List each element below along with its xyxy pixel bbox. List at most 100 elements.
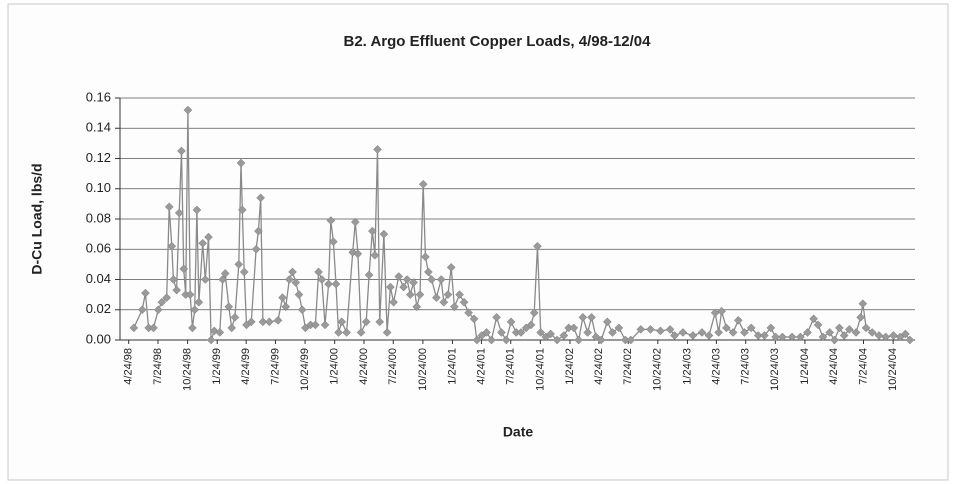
data-point <box>771 332 780 342</box>
data-point <box>256 193 266 203</box>
y-tick-label: 0.10 <box>86 180 111 195</box>
data-point <box>492 312 501 322</box>
data-point <box>167 241 177 251</box>
x-tick-label: 1/24/00 <box>329 348 341 385</box>
data-point <box>443 290 453 299</box>
data-point <box>670 331 679 340</box>
data-point <box>418 179 428 189</box>
chart-title: B2. Argo Effluent Copper Loads, 4/98-12/… <box>343 33 651 50</box>
data-point <box>284 275 294 284</box>
data-point <box>867 328 877 337</box>
data-point <box>361 317 371 327</box>
data-point <box>608 328 617 337</box>
data-point <box>889 331 898 340</box>
data-point <box>237 205 247 215</box>
data-point <box>236 158 246 168</box>
data-point <box>678 328 688 337</box>
data-point <box>596 335 606 345</box>
data-point <box>809 314 818 324</box>
data-point <box>251 244 261 254</box>
data-point <box>375 317 385 327</box>
y-tick-label: 0.08 <box>86 210 111 225</box>
data-point <box>574 335 584 345</box>
data-point <box>198 238 208 248</box>
data-point <box>533 241 542 251</box>
data-point <box>704 331 714 340</box>
data-point <box>529 308 539 318</box>
data-point <box>722 323 731 333</box>
data-point <box>273 315 283 325</box>
data-point <box>153 305 163 315</box>
data-point <box>185 290 195 299</box>
data-point <box>835 323 844 333</box>
data-point <box>239 267 249 277</box>
data-point <box>766 323 776 333</box>
data-point <box>905 335 915 345</box>
data-point <box>364 270 374 280</box>
y-tick-label: 0.04 <box>86 271 111 286</box>
x-tick-label: 7/24/03 <box>740 348 752 385</box>
x-tick-label: 1/24/02 <box>564 348 576 385</box>
data-point <box>778 332 787 342</box>
y-tick-label: 0.16 <box>86 89 111 104</box>
data-point <box>194 297 204 307</box>
data-point <box>861 323 871 333</box>
data-point <box>472 335 482 345</box>
data-point <box>188 323 197 333</box>
data-point <box>218 275 228 284</box>
data-point <box>234 260 244 269</box>
data-point <box>342 328 351 337</box>
data-point <box>382 328 392 337</box>
x-tick-label: 10/24/01 <box>534 348 546 391</box>
x-tick-label: 4/24/99 <box>240 348 252 385</box>
chart-frame <box>7 3 949 481</box>
data-point <box>717 306 726 316</box>
data-point <box>646 325 655 334</box>
data-point <box>881 332 891 342</box>
data-point <box>324 279 333 289</box>
data-point <box>626 335 636 345</box>
data-point <box>830 335 839 345</box>
data-point <box>337 317 347 327</box>
data-point <box>446 263 456 272</box>
data-point <box>129 323 139 333</box>
data-point <box>281 302 291 312</box>
data-point <box>506 317 516 327</box>
x-tick-label: 10/24/98 <box>181 348 193 391</box>
data-point <box>450 302 459 312</box>
data-point <box>459 297 469 307</box>
data-point <box>405 290 415 299</box>
data-point <box>311 320 320 330</box>
y-tick-label: 0.00 <box>86 331 111 346</box>
data-point <box>753 331 763 340</box>
data-point <box>536 328 546 337</box>
data-point <box>583 328 593 337</box>
data-point <box>423 267 433 277</box>
data-point <box>839 331 849 340</box>
data-point <box>427 275 436 284</box>
data-point <box>356 328 366 337</box>
x-tick-label: 7/24/00 <box>387 348 399 385</box>
data-point <box>587 312 596 322</box>
data-point <box>254 226 263 236</box>
data-point <box>278 293 287 303</box>
data-point <box>215 328 225 337</box>
x-tick-label: 7/24/04 <box>857 348 869 385</box>
y-tick-label: 0.14 <box>86 120 111 135</box>
data-point <box>614 323 624 333</box>
data-point <box>796 332 805 342</box>
data-point <box>439 297 449 307</box>
x-tick-label: 10/24/99 <box>299 348 311 391</box>
data-point <box>320 320 330 330</box>
y-axis-label: D-Cu Load, lbs/d <box>29 163 45 274</box>
x-tick-label: 10/24/02 <box>652 348 664 391</box>
data-point <box>224 302 234 312</box>
data-point <box>314 267 323 277</box>
data-point <box>818 332 828 342</box>
data-point <box>317 275 327 284</box>
data-point <box>546 329 556 339</box>
data-point <box>900 329 910 339</box>
data-point <box>415 290 425 299</box>
data-point <box>394 272 404 281</box>
